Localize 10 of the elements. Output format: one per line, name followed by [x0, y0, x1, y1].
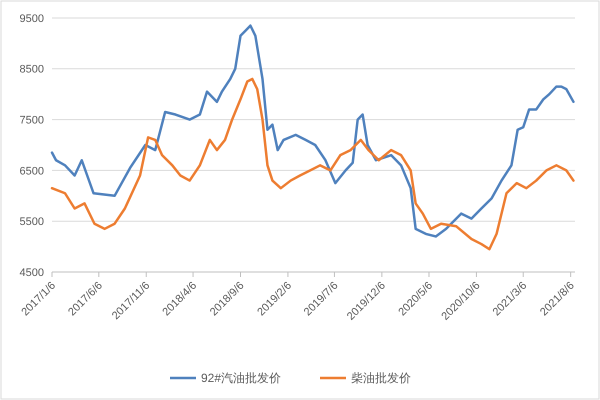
- line-series: [50, 78, 575, 250]
- y-tick-label: 5500: [20, 216, 44, 228]
- legend-label: 92#汽油批发价: [201, 371, 282, 386]
- y-tick-label: 6500: [20, 165, 44, 178]
- legend-label: 柴油批发价: [351, 371, 411, 386]
- y-tick-label: 9500: [20, 12, 44, 25]
- y-tick-label: 7500: [20, 114, 44, 126]
- line-series: [50, 24, 575, 238]
- y-tick-label: 8500: [20, 64, 44, 76]
- y-tick-label: 4500: [20, 266, 44, 279]
